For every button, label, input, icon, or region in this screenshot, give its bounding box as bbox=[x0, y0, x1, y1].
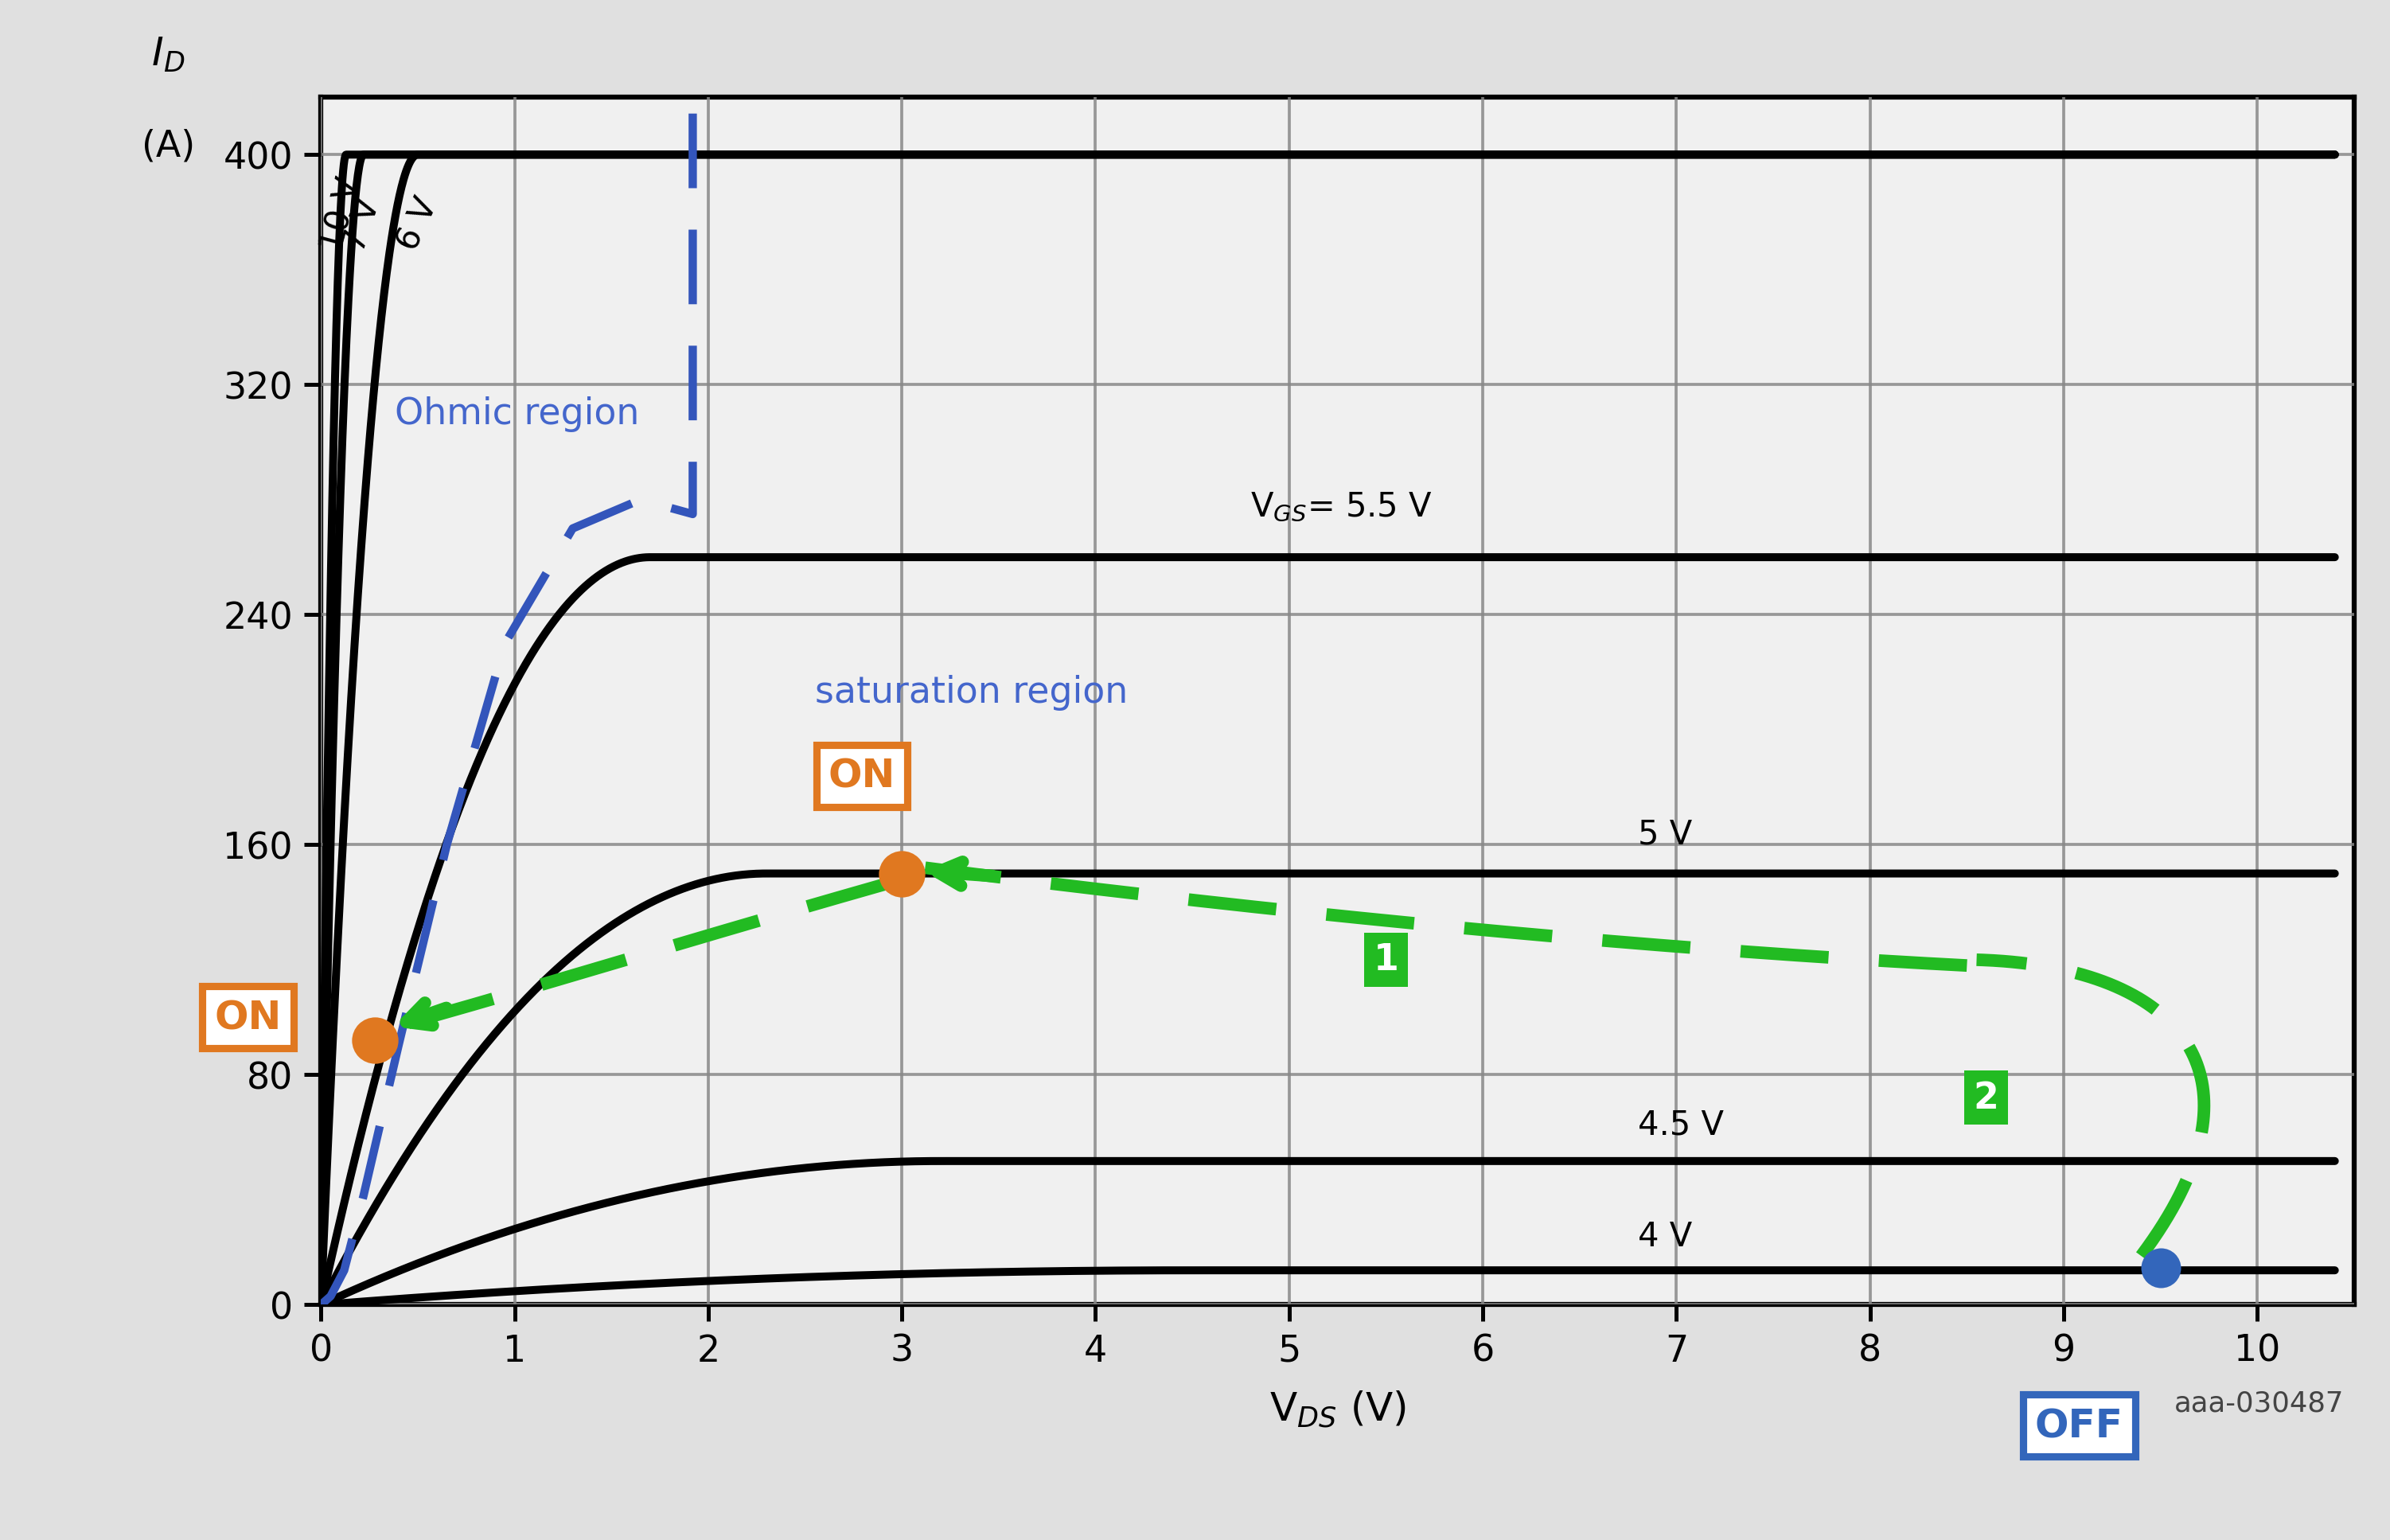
X-axis label: V$_{DS}$ (V): V$_{DS}$ (V) bbox=[1269, 1389, 1405, 1429]
Text: V$_{GS}$= 5.5 V: V$_{GS}$= 5.5 V bbox=[1250, 490, 1432, 524]
Text: I$_D$: I$_D$ bbox=[151, 35, 186, 74]
Text: 7 V: 7 V bbox=[337, 194, 387, 256]
Text: 1: 1 bbox=[1374, 942, 1398, 978]
Text: 10 V: 10 V bbox=[315, 174, 368, 256]
Text: aaa-030487: aaa-030487 bbox=[2175, 1389, 2345, 1417]
Text: OFF: OFF bbox=[2034, 1406, 2122, 1445]
Text: 4.5 V: 4.5 V bbox=[1637, 1107, 1723, 1141]
Text: Ohmic region: Ohmic region bbox=[394, 396, 638, 431]
Text: saturation region: saturation region bbox=[815, 675, 1128, 710]
Text: 4 V: 4 V bbox=[1637, 1220, 1692, 1254]
Text: (A): (A) bbox=[141, 128, 196, 165]
Text: 2: 2 bbox=[1974, 1080, 1998, 1116]
Text: 6 V: 6 V bbox=[392, 192, 445, 256]
Text: ON: ON bbox=[829, 758, 896, 795]
Text: 5 V: 5 V bbox=[1637, 818, 1692, 850]
Text: ON: ON bbox=[215, 998, 282, 1036]
